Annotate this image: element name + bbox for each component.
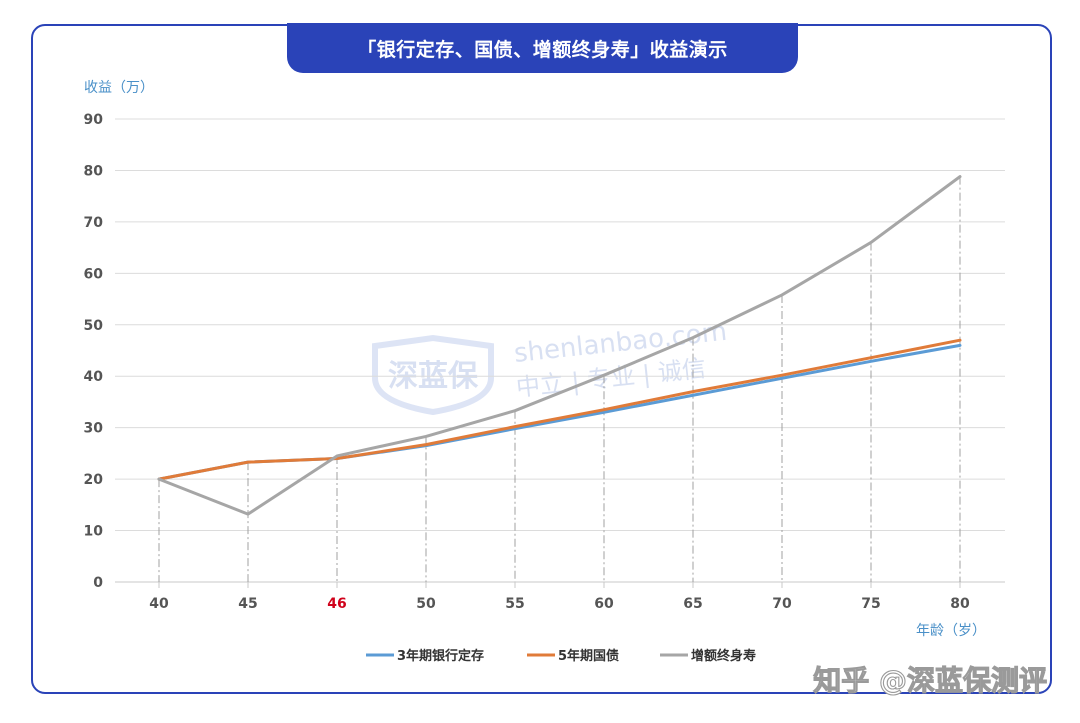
y-tick-label: 70 (84, 215, 104, 231)
grid-lines (115, 118, 1005, 583)
x-tick-label: 45 (238, 596, 257, 612)
x-axis: 40 45 46 50 55 60 65 70 75 80 (149, 582, 970, 612)
y-tick-label: 30 (84, 421, 104, 437)
x-tick-label: 65 (683, 596, 702, 612)
x-tick-label: 46 (327, 596, 346, 612)
y-axis-label: 收益（万） (84, 80, 154, 96)
y-tick-label: 0 (93, 575, 103, 591)
y-tick-label: 50 (84, 318, 104, 334)
series-line (157, 343, 962, 481)
shield-logo-icon: 深蓝保 (372, 334, 494, 416)
legend-label: 5年期国债 (558, 648, 619, 664)
y-tick-label: 40 (84, 369, 104, 385)
series-line (157, 175, 962, 516)
x-tick-label: 50 (416, 596, 436, 612)
credit-text: 知乎 @深蓝保测评 (813, 664, 1047, 697)
x-tick-label: 60 (594, 596, 614, 612)
x-tick-label: 80 (950, 596, 970, 612)
series-line (157, 338, 962, 481)
x-tick-label: 55 (505, 596, 524, 612)
y-axis: 0 10 20 30 40 50 60 70 80 90 (84, 112, 104, 591)
x-tick-label: 75 (861, 596, 880, 612)
y-tick-label: 90 (84, 112, 104, 128)
title-banner: 「银行定存、国债、增额终身寿」收益演示 (287, 23, 798, 73)
y-tick-label: 10 (84, 524, 104, 540)
legend: 3年期银行定存 5年期国债 增额终身寿 (366, 648, 756, 664)
legend-label: 3年期银行定存 (397, 648, 484, 664)
chart-title: 「银行定存、国债、增额终身寿」收益演示 (357, 38, 728, 61)
series-lines (157, 175, 962, 516)
y-tick-label: 60 (84, 266, 104, 282)
x-tick-label: 70 (772, 596, 792, 612)
x-axis-label: 年龄（岁） (916, 623, 986, 639)
legend-label: 增额终身寿 (691, 648, 756, 664)
y-tick-label: 20 (84, 472, 104, 488)
y-tick-label: 80 (84, 163, 104, 179)
x-tick-label: 40 (149, 596, 169, 612)
